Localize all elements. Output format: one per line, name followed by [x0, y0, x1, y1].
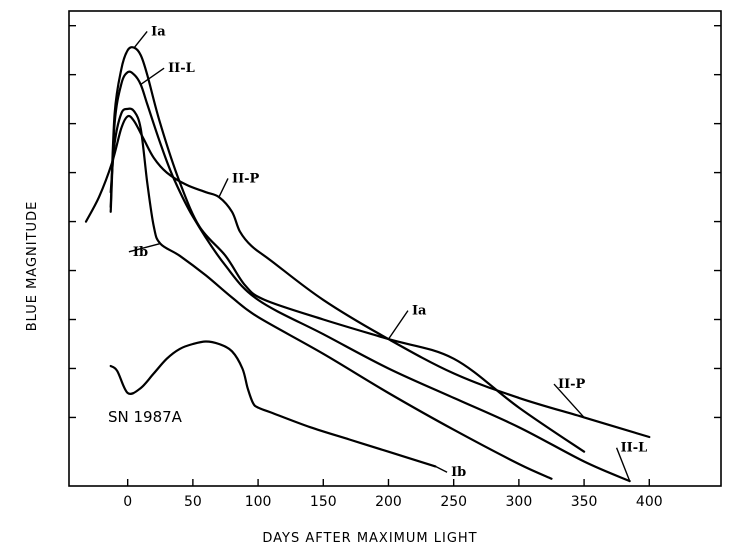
curve-ii-p-2 [84, 114, 651, 439]
curve-ia-0 [109, 46, 586, 453]
label-leader-ia-1 [387, 310, 409, 340]
curve-label-ii-p-0: II-P [232, 171, 260, 186]
x-tick-label-0: 0 [123, 494, 132, 510]
label-leader-ii-l-0 [140, 67, 165, 86]
label-leader-ii-p-0 [218, 178, 229, 198]
x-tick-label-400: 400 [636, 494, 663, 510]
plot-frame [68, 10, 722, 487]
curve-sn-1987a-4 [109, 340, 437, 468]
curve-label-ia-0: Ia [151, 24, 166, 39]
curve-ib-3 [109, 107, 553, 480]
label-leader-sn-1987a-0 [435, 465, 448, 473]
x-tick-label-100: 100 [245, 494, 272, 510]
curve-label-ia-1: Ia [412, 304, 427, 319]
x-tick-label-150: 150 [310, 494, 337, 510]
x-tick-label-350: 350 [571, 494, 598, 510]
x-tick-label-200: 200 [375, 494, 402, 510]
curve-ii-l-1 [109, 70, 631, 483]
x-tick-label-250: 250 [440, 494, 467, 510]
x-axis-title: DAYS AFTER MAXIMUM LIGHT [262, 531, 477, 546]
label-leader-ii-l-1 [615, 447, 631, 482]
curve-label-ii-l-1: II-L [621, 441, 648, 456]
sn1987a-annotation: SN 1987A [108, 408, 183, 426]
label-leader-ib-0 [128, 242, 161, 253]
label-leader-ia-0 [133, 31, 148, 49]
curve-label-ib-0: Ib [133, 245, 148, 260]
x-tick-label-50: 50 [184, 494, 202, 510]
curve-label-ii-p-1: II-P [558, 377, 586, 392]
x-tick-label-300: 300 [506, 494, 533, 510]
curve-label-ii-l-0: II-L [168, 61, 195, 76]
label-leader-ii-p-1 [553, 383, 585, 418]
y-axis-title: BLUE MAGNITUDE [25, 201, 40, 332]
curve-label-sn-1987a-0: Ib [451, 465, 466, 480]
